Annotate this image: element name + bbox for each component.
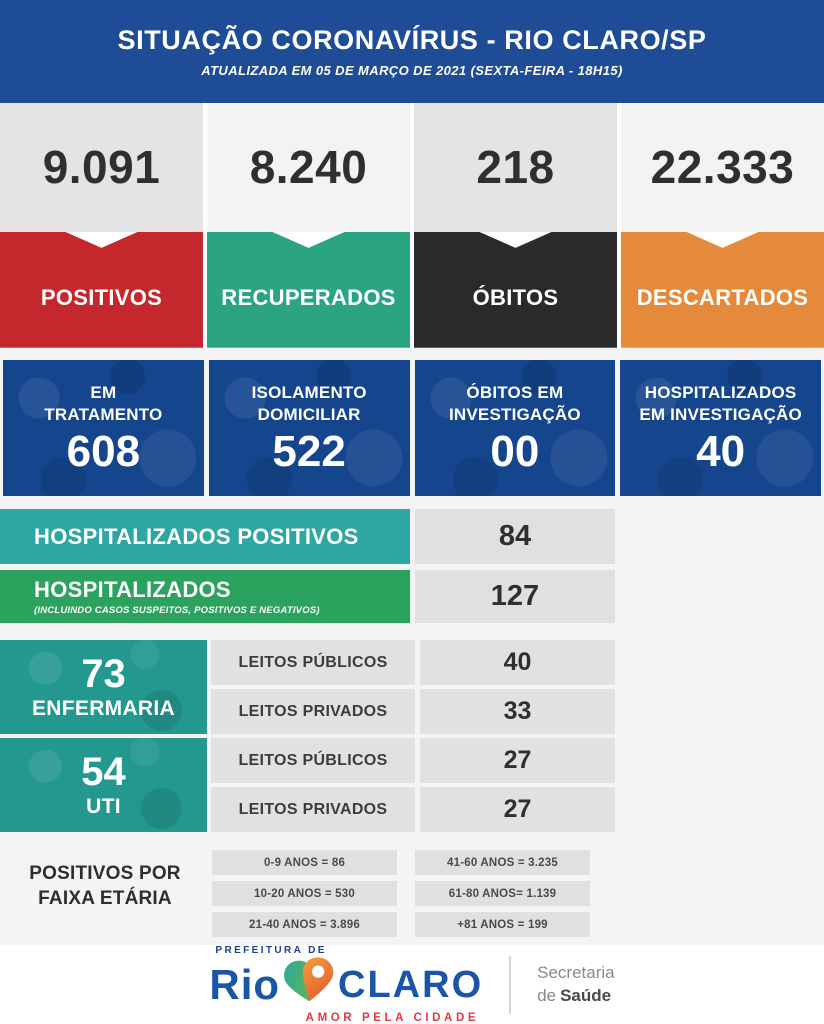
card-em-tratamento: EM TRATAMENTO 608 bbox=[3, 359, 204, 497]
enfermaria-privados-label: LEITOS PRIVADOS bbox=[211, 689, 415, 735]
enfermaria-label: ENFERMARIA bbox=[32, 696, 175, 720]
age-cell-81plus: +81 ANOS = 199 bbox=[415, 912, 590, 938]
age-cell-41-60: 41-60 ANOS = 3.235 bbox=[415, 850, 590, 876]
hospitalizados-positivos-value: 84 bbox=[415, 509, 615, 565]
uti-publicos-label: LEITOS PÚBLICOS bbox=[211, 738, 415, 784]
uti-privados-value: 27 bbox=[420, 787, 615, 833]
hospitalizados-total-label: HOSPITALIZADOS bbox=[34, 576, 231, 602]
hospitalized-section: HOSPITALIZADOS POSITIVOS 84 HOSPITALIZAD… bbox=[0, 509, 824, 629]
summary-cards: 9.091 POSITIVOS 8.240 RECUPERADOS 218 ÓB… bbox=[0, 102, 824, 348]
uti-publicos-row: LEITOS PÚBLICOS 27 bbox=[211, 738, 615, 784]
hospitalizados-total-label-bar: HOSPITALIZADOS (INCLUINDO CASOS SUSPEITO… bbox=[0, 570, 410, 624]
age-groups-section: POSITIVOS POR FAIXA ETÁRIA 0-9 ANOS = 86… bbox=[0, 850, 824, 945]
hosp-investigacao-title-line2: EM INVESTIGAÇÃO bbox=[639, 404, 802, 424]
beds-detail-column: LEITOS PÚBLICOS 40 LEITOS PRIVADOS 33 LE… bbox=[211, 640, 615, 833]
card-obitos-value-area: 218 bbox=[414, 102, 617, 232]
page-title: SITUAÇÃO CORONAVÍRUS - RIO CLARO/SP bbox=[117, 24, 707, 55]
beds-totals-column: 73 ENFERMARIA 54 UTI bbox=[0, 640, 207, 833]
card-obitos-label-area: ÓBITOS bbox=[414, 231, 617, 348]
hosp-investigacao-title-line1: HOSPITALIZADOS bbox=[644, 382, 797, 402]
uti-publicos-value: 27 bbox=[420, 738, 615, 784]
age-cell-10-20: 10-20 ANOS = 530 bbox=[212, 881, 397, 907]
header: SITUAÇÃO CORONAVÍRUS - RIO CLARO/SP ATUA… bbox=[0, 0, 824, 103]
age-cell-0-9: 0-9 ANOS = 86 bbox=[212, 850, 397, 876]
card-positivos: 9.091 POSITIVOS bbox=[0, 102, 203, 348]
enfermaria-total: 73 bbox=[81, 651, 126, 696]
obitos-investigacao-title-line2: INVESTIGAÇÃO bbox=[448, 404, 581, 424]
enfermaria-publicos-value: 40 bbox=[420, 640, 615, 686]
isolamento-title-line1: ISOLAMENTO bbox=[251, 382, 367, 402]
isolamento-title-line2: DOMICILIAR bbox=[257, 404, 361, 424]
obitos-label: ÓBITOS bbox=[472, 284, 559, 310]
card-recuperados-label-area: RECUPERADOS bbox=[207, 231, 410, 348]
hospitalizados-positivos-label-bar: HOSPITALIZADOS POSITIVOS bbox=[0, 509, 410, 565]
hospitalizados-positivos-row: HOSPITALIZADOS POSITIVOS 84 bbox=[0, 509, 824, 565]
age-cell-21-40: 21-40 ANOS = 3.896 bbox=[212, 912, 397, 938]
secretaria-de: de bbox=[537, 985, 557, 1005]
secretaria-line2: de Saúde bbox=[537, 985, 614, 1007]
hospitalizados-total-value: 127 bbox=[415, 570, 615, 624]
enfermaria-publicos-row: LEITOS PÚBLICOS 40 bbox=[211, 640, 615, 686]
obitos-count: 218 bbox=[476, 141, 555, 194]
card-isolamento-domiciliar: ISOLAMENTO DOMICILIAR 522 bbox=[208, 359, 410, 497]
secretaria-saude: Saúde bbox=[560, 985, 612, 1005]
age-groups-title-line2: FAIXA ETÁRIA bbox=[38, 887, 172, 909]
isolamento-count: 522 bbox=[272, 427, 346, 477]
enfermaria-privados-row: LEITOS PRIVADOS 33 bbox=[211, 689, 615, 735]
card-recuperados: 8.240 RECUPERADOS bbox=[207, 102, 410, 348]
descartados-label: DESCARTADOS bbox=[636, 284, 809, 310]
enfermaria-privados-value: 33 bbox=[420, 689, 615, 735]
hosp-investigacao-count: 40 bbox=[696, 427, 746, 477]
card-descartados-label-area: DESCARTADOS bbox=[621, 231, 824, 348]
logo-tagline: AMOR PELA CIDADE bbox=[305, 1012, 480, 1024]
age-groups-column1: 0-9 ANOS = 86 10-20 ANOS = 530 21-40 ANO… bbox=[212, 850, 397, 945]
positivos-label: POSITIVOS bbox=[40, 284, 163, 310]
uti-block: 54 UTI bbox=[0, 738, 207, 833]
age-groups-title: POSITIVOS POR FAIXA ETÁRIA bbox=[0, 850, 210, 945]
logo-rio-text: Rio bbox=[209, 961, 281, 1008]
recuperados-label: RECUPERADOS bbox=[221, 284, 396, 310]
enfermaria-publicos-label: LEITOS PÚBLICOS bbox=[211, 640, 415, 686]
card-hospitalizados-investigacao: HOSPITALIZADOS EM INVESTIGAÇÃO 40 bbox=[620, 359, 821, 497]
status-cards: EM TRATAMENTO 608 ISOLAMENTO DOMICILIAR … bbox=[0, 359, 824, 497]
prefeitura-logo: PREFEITURA DE Rio bbox=[209, 945, 483, 1024]
card-positivos-value-area: 9.091 bbox=[0, 102, 203, 232]
obitos-investigacao-title-line1: ÓBITOS EM bbox=[466, 382, 564, 402]
card-positivos-label-area: POSITIVOS bbox=[0, 231, 203, 348]
recuperados-count: 8.240 bbox=[249, 141, 368, 194]
beds-section: 73 ENFERMARIA 54 UTI LEITOS PÚBLICOS 40 … bbox=[0, 640, 824, 833]
footer-divider bbox=[509, 955, 512, 1014]
update-timestamp: ATUALIZADA EM 05 DE MARÇO DE 2021 (SEXTA… bbox=[201, 62, 623, 78]
logo-claro-text: CLARO bbox=[338, 963, 484, 1006]
card-recuperados-value-area: 8.240 bbox=[207, 102, 410, 232]
uti-privados-label: LEITOS PRIVADOS bbox=[211, 787, 415, 833]
prefeitura-de-text: PREFEITURA DE bbox=[215, 945, 327, 956]
secretaria-line1: Secretaria bbox=[537, 963, 615, 983]
uti-label: UTI bbox=[86, 794, 121, 818]
uti-total: 54 bbox=[81, 749, 126, 794]
enfermaria-block: 73 ENFERMARIA bbox=[0, 640, 207, 735]
em-tratamento-title-line2: TRATAMENTO bbox=[44, 404, 163, 424]
hospitalizados-total-row: HOSPITALIZADOS (INCLUINDO CASOS SUSPEITO… bbox=[0, 570, 824, 624]
heart-pin-icon bbox=[281, 956, 337, 1014]
em-tratamento-count: 608 bbox=[66, 427, 141, 477]
footer: PREFEITURA DE Rio bbox=[0, 945, 824, 1024]
descartados-count: 22.333 bbox=[650, 141, 795, 194]
obitos-investigacao-count: 00 bbox=[490, 427, 540, 477]
logo-row: Rio bbox=[209, 956, 483, 1014]
em-tratamento-title-line1: EM bbox=[90, 382, 117, 402]
secretaria-saude-block: Secretaria de Saúde bbox=[537, 962, 614, 1006]
hospitalizados-positivos-label: HOSPITALIZADOS POSITIVOS bbox=[34, 523, 359, 549]
age-groups-title-line1: POSITIVOS POR bbox=[29, 863, 181, 885]
positivos-count: 9.091 bbox=[42, 141, 161, 194]
card-obitos: 218 ÓBITOS bbox=[414, 102, 617, 348]
age-groups-column2: 41-60 ANOS = 3.235 61-80 ANOS= 1.139 +81… bbox=[415, 850, 590, 945]
card-descartados: 22.333 DESCARTADOS bbox=[621, 102, 824, 348]
hospitalizados-total-note: (INCLUINDO CASOS SUSPEITOS, POSITIVOS E … bbox=[34, 604, 320, 616]
age-cell-61-80: 61-80 ANOS= 1.139 bbox=[415, 881, 590, 907]
uti-privados-row: LEITOS PRIVADOS 27 bbox=[211, 787, 615, 833]
card-obitos-investigacao: ÓBITOS EM INVESTIGAÇÃO 00 bbox=[414, 359, 616, 497]
card-descartados-value-area: 22.333 bbox=[621, 102, 824, 232]
